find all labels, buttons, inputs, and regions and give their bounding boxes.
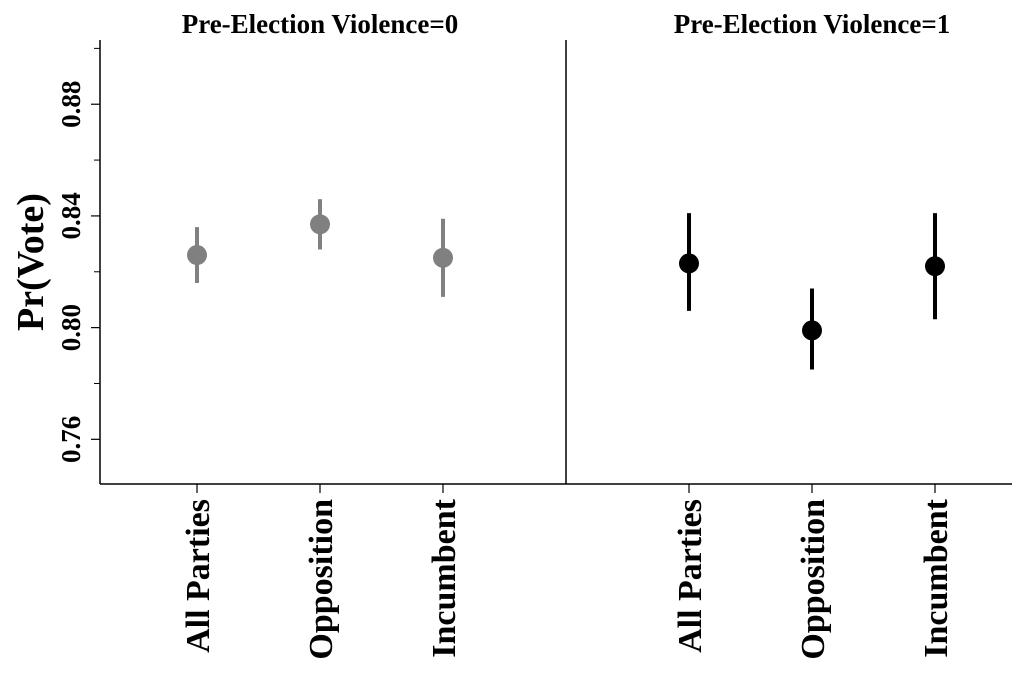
y-axis: 0.76 0.80 0.84 0.88 bbox=[56, 47, 100, 463]
x-tick-label: Opposition bbox=[303, 499, 340, 660]
x-tick-label: All Parties bbox=[672, 499, 709, 653]
data-point bbox=[925, 256, 945, 277]
y-axis-label: Pr(Vote) bbox=[10, 193, 52, 331]
panel-title: Pre-Election Violence=1 bbox=[674, 9, 951, 39]
y-tick-label: 0.84 bbox=[56, 192, 86, 239]
x-tick-label: Incumbent bbox=[426, 498, 463, 657]
x-tick-label: Incumbent bbox=[918, 498, 955, 657]
data-point bbox=[310, 214, 330, 235]
panels: Pre-Election Violence=0 All Parties Opposi… bbox=[180, 9, 955, 660]
panel: Pre-Election Violence=1 All Parties Opposi… bbox=[672, 9, 955, 660]
y-tick-label: 0.88 bbox=[56, 81, 86, 128]
data-point bbox=[679, 253, 699, 274]
plot-frame bbox=[99, 40, 1012, 485]
panel-title: Pre-Election Violence=0 bbox=[182, 9, 459, 39]
y-tick-label: 0.80 bbox=[56, 304, 86, 351]
panel: Pre-Election Violence=0 All Parties Opposi… bbox=[180, 9, 463, 660]
x-tick-label: All Parties bbox=[180, 499, 217, 653]
data-point bbox=[802, 320, 822, 341]
data-point bbox=[433, 247, 453, 268]
y-tick-label: 0.76 bbox=[56, 416, 86, 463]
x-tick-label: Opposition bbox=[795, 499, 832, 660]
data-point bbox=[187, 245, 207, 266]
